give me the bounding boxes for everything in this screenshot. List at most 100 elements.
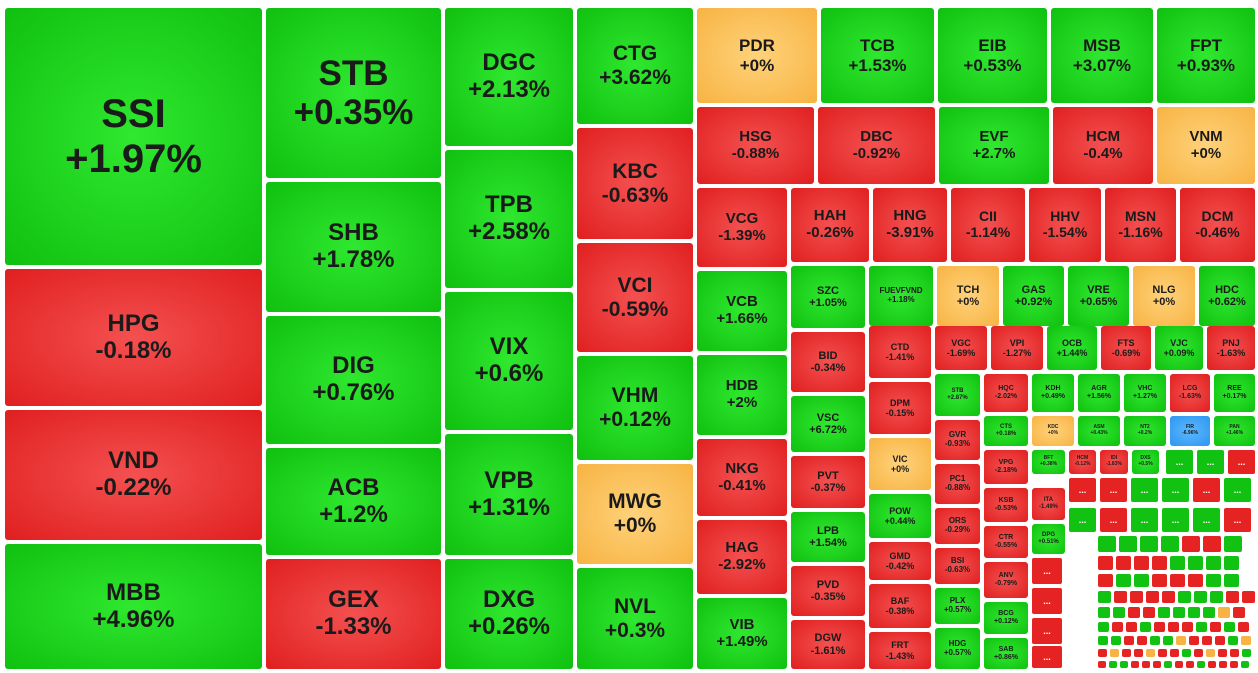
tile-ksb[interactable]: KSB -0.53%: [984, 488, 1028, 522]
tile-ree[interactable]: REE +0.17%: [1214, 374, 1255, 412]
small-tile[interactable]: [1224, 556, 1239, 570]
small-tile[interactable]: [1226, 591, 1239, 603]
tile-hdg[interactable]: HDG +0.57%: [935, 628, 980, 669]
tile-vic[interactable]: VIC +0%: [869, 438, 931, 490]
tile-pvt[interactable]: PVT -0.37%: [791, 456, 865, 508]
tile-anv[interactable]: ANV -0.79%: [984, 562, 1028, 598]
small-tile[interactable]: [1124, 636, 1134, 645]
tile-acb[interactable]: ACB +1.2%: [266, 448, 441, 555]
small-tile[interactable]: [1098, 591, 1111, 603]
tile-pvd[interactable]: PVD -0.35%: [791, 566, 865, 616]
small-tile[interactable]: ...: [1193, 508, 1220, 532]
small-tile[interactable]: [1197, 661, 1205, 668]
small-tile[interactable]: [1178, 591, 1191, 603]
tile-fpt[interactable]: FPT +0.93%: [1157, 8, 1255, 103]
small-tile[interactable]: [1175, 661, 1183, 668]
tile-vhm[interactable]: VHM +0.12%: [577, 356, 693, 460]
small-tile[interactable]: [1098, 536, 1116, 552]
small-tile[interactable]: [1233, 607, 1245, 618]
small-tile[interactable]: [1109, 661, 1117, 668]
small-tile[interactable]: ...: [1162, 508, 1189, 532]
tile-kdh[interactable]: KDH +0.49%: [1032, 374, 1074, 412]
small-tile[interactable]: [1098, 636, 1108, 645]
small-tile[interactable]: ...: [1162, 478, 1189, 502]
tile-bsi[interactable]: BSI -0.63%: [935, 548, 980, 584]
small-tile[interactable]: [1242, 649, 1251, 657]
tile-vpg[interactable]: VPG -2.18%: [984, 450, 1028, 484]
small-tile[interactable]: [1170, 649, 1179, 657]
tile-hcm[interactable]: HCM -0.12%: [1069, 450, 1096, 474]
tile-dig[interactable]: DIG +0.76%: [266, 316, 441, 444]
tile-vre[interactable]: VRE +0.65%: [1068, 266, 1129, 326]
tile-stb[interactable]: STB +2.87%: [935, 374, 980, 416]
tile-eib[interactable]: EIB +0.53%: [938, 8, 1047, 103]
small-tile[interactable]: ...: [1131, 508, 1158, 532]
small-tile[interactable]: [1188, 574, 1203, 587]
small-tile[interactable]: ...: [1131, 478, 1158, 502]
tile-ocb[interactable]: OCB +1.44%: [1047, 326, 1097, 370]
tile-pow[interactable]: POW +0.44%: [869, 494, 931, 538]
tile-dgw[interactable]: DGW -1.61%: [791, 620, 865, 669]
small-tile[interactable]: [1116, 574, 1131, 587]
small-tile[interactable]: [1208, 661, 1216, 668]
tile-ssi[interactable]: SSI +1.97%: [5, 8, 262, 265]
small-tile[interactable]: [1126, 622, 1137, 632]
tile-pan[interactable]: PAN +1.46%: [1214, 416, 1255, 446]
small-tile[interactable]: [1140, 536, 1158, 552]
small-tile[interactable]: [1188, 607, 1200, 618]
small-tile[interactable]: [1098, 556, 1113, 570]
tile-gex[interactable]: GEX -1.33%: [266, 559, 441, 669]
small-tile[interactable]: [1230, 661, 1238, 668]
small-tile[interactable]: [1131, 661, 1139, 668]
small-tile[interactable]: [1188, 556, 1203, 570]
tile-nt2[interactable]: NT2 +0.2%: [1124, 416, 1166, 446]
tile-vcg[interactable]: VCG -1.39%: [697, 188, 787, 267]
small-tile[interactable]: [1206, 556, 1221, 570]
small-tile[interactable]: [1194, 649, 1203, 657]
tile-vib[interactable]: VIB +1.49%: [697, 598, 787, 669]
small-tile[interactable]: [1161, 536, 1179, 552]
tile-agr[interactable]: AGR +1.56%: [1078, 374, 1120, 412]
tile-hsg[interactable]: HSG -0.88%: [697, 107, 814, 184]
small-tile[interactable]: [1158, 607, 1170, 618]
tile-mbb[interactable]: MBB +4.96%: [5, 544, 262, 669]
tile-szc[interactable]: SZC +1.05%: [791, 266, 865, 328]
tile-msb[interactable]: MSB +3.07%: [1051, 8, 1153, 103]
tile-idi[interactable]: IDI -1.83%: [1100, 450, 1128, 474]
small-tile[interactable]: ...: [1224, 508, 1251, 532]
small-tile[interactable]: [1153, 661, 1161, 668]
small-tile[interactable]: [1219, 661, 1227, 668]
tile-pc1[interactable]: PC1 -0.88%: [935, 464, 980, 504]
tile-cii[interactable]: CII -1.14%: [951, 188, 1025, 262]
small-tile[interactable]: [1150, 636, 1160, 645]
tile-dxs[interactable]: DXS +0.5%: [1132, 450, 1159, 474]
small-tile[interactable]: [1122, 649, 1131, 657]
small-tile[interactable]: [1189, 636, 1199, 645]
tile-vcb[interactable]: VCB +1.66%: [697, 271, 787, 351]
tile-nlg[interactable]: NLG +0%: [1133, 266, 1195, 326]
small-tile[interactable]: [1206, 649, 1215, 657]
small-tile[interactable]: [1112, 622, 1123, 632]
small-tile[interactable]: ...: [1032, 618, 1062, 644]
small-tile[interactable]: [1186, 661, 1194, 668]
tile-hqc[interactable]: HQC -2.02%: [984, 374, 1028, 412]
small-tile[interactable]: [1203, 607, 1215, 618]
tile-vci[interactable]: VCI -0.59%: [577, 243, 693, 352]
small-tile[interactable]: [1241, 661, 1249, 668]
small-tile[interactable]: [1173, 607, 1185, 618]
tile-kbc[interactable]: KBC -0.63%: [577, 128, 693, 239]
tile-gmd[interactable]: GMD -0.42%: [869, 542, 931, 580]
small-tile[interactable]: ...: [1166, 450, 1193, 474]
tile-vnd[interactable]: VND -0.22%: [5, 410, 262, 540]
tile-cts[interactable]: CTS +0.18%: [984, 416, 1028, 446]
small-tile[interactable]: [1163, 636, 1173, 645]
tile-hdb[interactable]: HDB +2%: [697, 355, 787, 435]
small-tile[interactable]: [1110, 649, 1119, 657]
tile-gas[interactable]: GAS +0.92%: [1003, 266, 1064, 326]
tile-tpb[interactable]: TPB +2.58%: [445, 150, 573, 288]
small-tile[interactable]: [1152, 574, 1167, 587]
tile-lpb[interactable]: LPB +1.54%: [791, 512, 865, 562]
small-tile[interactable]: [1206, 574, 1221, 587]
tile-ors[interactable]: ORS -0.29%: [935, 508, 980, 544]
tile-lcg[interactable]: LCG -1.63%: [1170, 374, 1210, 412]
